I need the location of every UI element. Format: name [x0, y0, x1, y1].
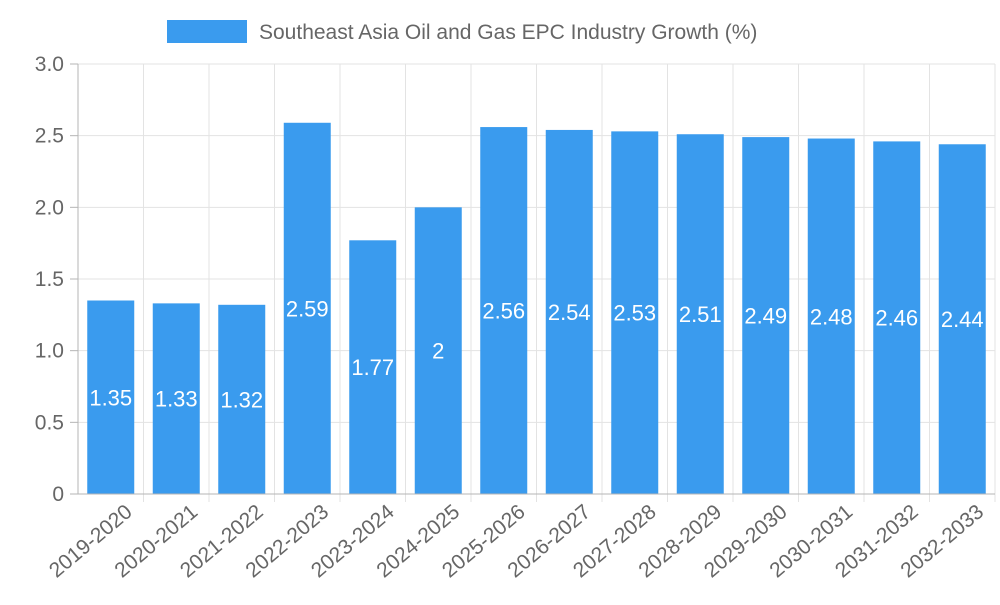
bar-2020-2021[interactable]: [152, 303, 200, 494]
bar-2021-2022[interactable]: [218, 304, 266, 494]
x-tick-labels: 2019-20202020-20212021-20222022-20232023…: [45, 500, 988, 582]
data-labels: 1.35 1.33 1.32 2.59 1.77 2 2.56 2.54 2.53 2.51 2.4…: [89, 296, 983, 412]
data-label-2029-2030: 2.49: [744, 304, 787, 329]
legend-label[interactable]: Southeast Asia Oil and Gas EPC Industry …: [259, 21, 757, 44]
y-tick-label: 2.0: [35, 196, 64, 219]
bar-2025-2026[interactable]: [480, 127, 528, 495]
bars: [87, 122, 986, 495]
bar-2029-2030[interactable]: [742, 137, 790, 494]
y-tick-label: 0.5: [35, 411, 64, 434]
y-tick-label: 0: [52, 483, 64, 506]
y-tick-label: 2.5: [35, 125, 64, 148]
bar-2022-2023[interactable]: [283, 122, 331, 495]
data-label-2026-2027: 2.54: [548, 300, 591, 325]
data-label-2020-2021: 1.33: [155, 387, 198, 412]
legend-swatch[interactable]: [167, 20, 247, 43]
data-label-2022-2023: 2.59: [286, 296, 329, 321]
data-label-2025-2026: 2.56: [482, 299, 525, 324]
bar-2027-2028[interactable]: [611, 131, 659, 494]
data-label-2021-2022: 1.32: [220, 387, 263, 412]
bar-2024-2025[interactable]: [414, 207, 462, 495]
legend[interactable]: Southeast Asia Oil and Gas EPC Industry …: [167, 20, 757, 44]
y-tick-label: 1.5: [35, 268, 64, 291]
data-label-2023-2024: 1.77: [351, 355, 394, 380]
data-label-2019-2020: 1.35: [89, 385, 132, 410]
y-tick-label: 1.0: [35, 340, 64, 363]
data-label-2031-2032: 2.46: [875, 306, 918, 331]
bar-2031-2032[interactable]: [873, 141, 921, 494]
bar-2026-2027[interactable]: [545, 129, 593, 494]
bar-2030-2031[interactable]: [807, 138, 855, 495]
bar-2023-2024[interactable]: [349, 240, 397, 494]
data-label-2028-2029: 2.51: [679, 302, 722, 327]
bar-2028-2029[interactable]: [676, 134, 724, 494]
y-tick-label: 3.0: [35, 53, 64, 76]
data-label-2024-2025: 2: [432, 339, 444, 364]
data-label-2030-2031: 2.48: [810, 304, 853, 329]
data-label-2027-2028: 2.53: [613, 301, 656, 326]
axes: [70, 63, 995, 495]
bar-2032-2033[interactable]: [938, 144, 986, 494]
y-tick-labels: 0 0.5 1.0 1.5 2.0 2.5 3.0: [35, 53, 64, 506]
data-label-2032-2033: 2.44: [941, 307, 984, 332]
grid-lines: [78, 63, 996, 502]
bar-2019-2020[interactable]: [87, 300, 135, 495]
